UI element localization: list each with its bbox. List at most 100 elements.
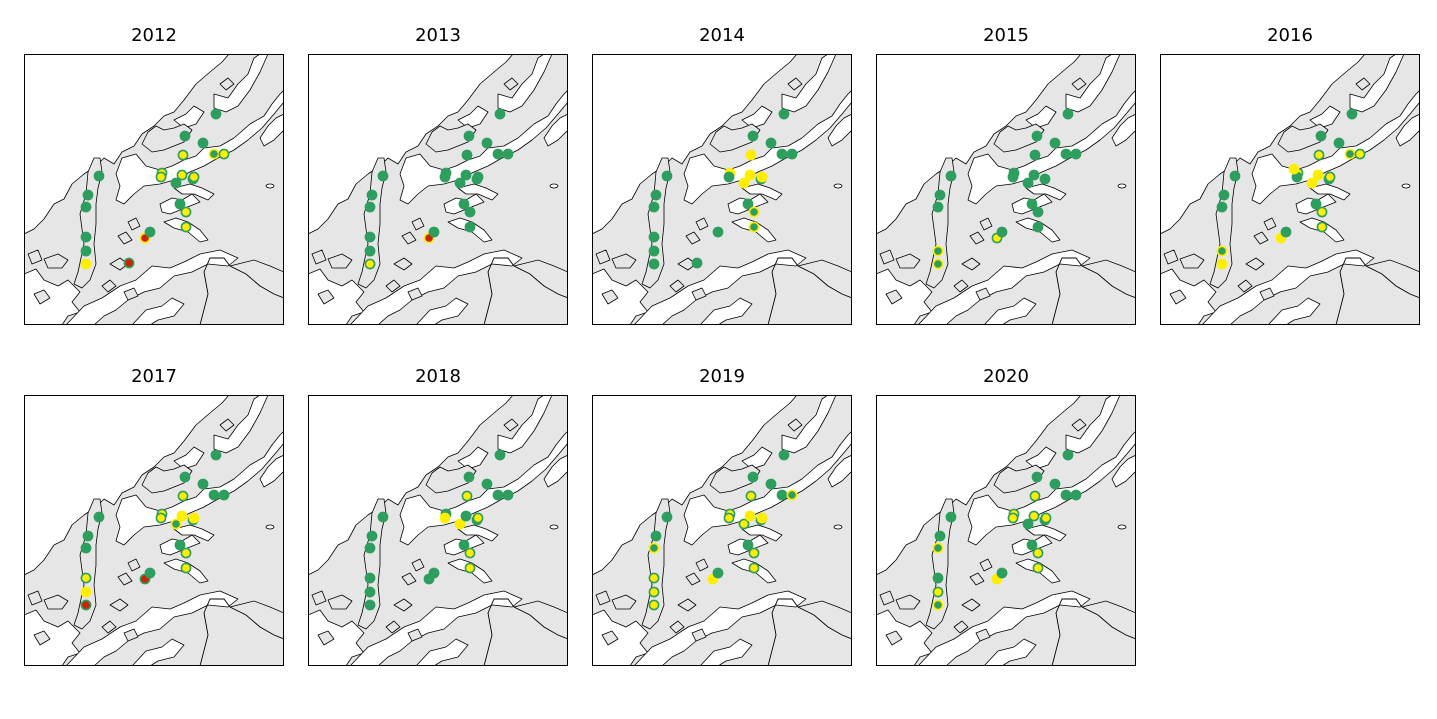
island	[357, 498, 387, 630]
site-marker	[1062, 449, 1074, 461]
sea-area	[1160, 268, 1217, 325]
site-marker	[747, 471, 759, 483]
border-line	[483, 257, 568, 325]
sea-area	[131, 297, 185, 325]
site-marker	[1062, 108, 1074, 120]
island	[407, 287, 423, 301]
site-markers	[1216, 108, 1366, 270]
sea-area	[497, 395, 553, 454]
island	[895, 253, 921, 269]
sea-area	[876, 395, 1082, 576]
site-marker	[934, 189, 946, 201]
sea-area	[131, 638, 185, 666]
site-marker	[454, 177, 466, 189]
site-marker	[93, 170, 105, 182]
site-marker	[723, 171, 735, 183]
sea-area	[699, 297, 753, 325]
lake	[1117, 183, 1127, 189]
site-marker	[502, 148, 514, 160]
site-marker	[1049, 137, 1061, 149]
island	[1071, 77, 1087, 91]
sea-area	[24, 395, 230, 576]
sea-area	[173, 183, 215, 201]
border-line	[1051, 598, 1136, 666]
panel-title: 2020	[983, 366, 1029, 387]
site-marker	[712, 226, 724, 238]
map-frame	[1160, 54, 1420, 325]
site-marker	[723, 512, 735, 524]
island	[109, 598, 129, 612]
site-marker	[1346, 108, 1358, 120]
sea-area	[259, 113, 284, 147]
island	[385, 279, 401, 293]
site-marker	[82, 189, 94, 201]
map-frame	[24, 395, 284, 666]
island	[641, 157, 671, 289]
island	[401, 572, 417, 586]
site-marker	[748, 562, 760, 574]
map-panel: 2014	[592, 25, 852, 325]
island	[503, 418, 519, 432]
sea-area	[592, 609, 649, 666]
border-line	[767, 598, 852, 666]
site-marker	[648, 572, 660, 584]
site-marker	[748, 221, 760, 233]
sea-area	[308, 54, 514, 235]
site-marker	[179, 130, 191, 142]
site-marker	[208, 489, 220, 501]
site-marker	[776, 489, 788, 501]
sea-area	[543, 454, 568, 488]
site-marker	[458, 198, 470, 210]
site-marker	[364, 258, 376, 270]
map-frame	[24, 54, 284, 325]
sea-area	[917, 249, 1091, 325]
sea-area	[633, 590, 807, 666]
island	[641, 498, 671, 630]
panel-title: 2012	[131, 25, 177, 46]
island	[411, 217, 425, 231]
sea-area	[1025, 524, 1067, 542]
site-marker	[996, 226, 1008, 238]
lake	[549, 524, 559, 530]
site-marker	[460, 510, 472, 522]
site-marker	[481, 137, 493, 149]
site-marker	[174, 198, 186, 210]
site-marker	[463, 130, 475, 142]
basemap	[24, 54, 284, 325]
site-marker	[1007, 512, 1019, 524]
sea-area	[308, 395, 514, 576]
panel-title: 2013	[415, 25, 461, 46]
site-marker	[1031, 471, 1043, 483]
site-marker	[364, 245, 376, 257]
island	[101, 620, 117, 634]
island	[327, 594, 353, 610]
island	[141, 123, 193, 153]
sea-area	[1395, 113, 1420, 147]
map-panel: 2020	[876, 366, 1136, 666]
basemap	[592, 395, 852, 666]
site-marker	[80, 258, 92, 270]
sea-area	[699, 638, 753, 666]
site-marker	[1229, 170, 1241, 182]
border-line	[199, 598, 284, 666]
site-marker	[776, 148, 788, 160]
site-marker	[648, 586, 660, 598]
lake	[833, 183, 843, 189]
site-marker	[461, 149, 473, 161]
site-markers	[932, 108, 1082, 270]
sea-area	[592, 268, 649, 325]
island	[979, 217, 993, 231]
site-marker	[481, 478, 493, 490]
site-marker	[439, 171, 451, 183]
island	[27, 249, 43, 265]
site-marker	[80, 231, 92, 243]
island	[219, 418, 235, 432]
site-marker	[180, 562, 192, 574]
site-marker	[1022, 518, 1034, 530]
map-frame	[876, 54, 1136, 325]
site-marker	[648, 245, 660, 257]
island	[1263, 217, 1277, 231]
panel-title: 2019	[699, 366, 745, 387]
border-line	[1365, 259, 1420, 273]
site-marker	[745, 149, 757, 161]
